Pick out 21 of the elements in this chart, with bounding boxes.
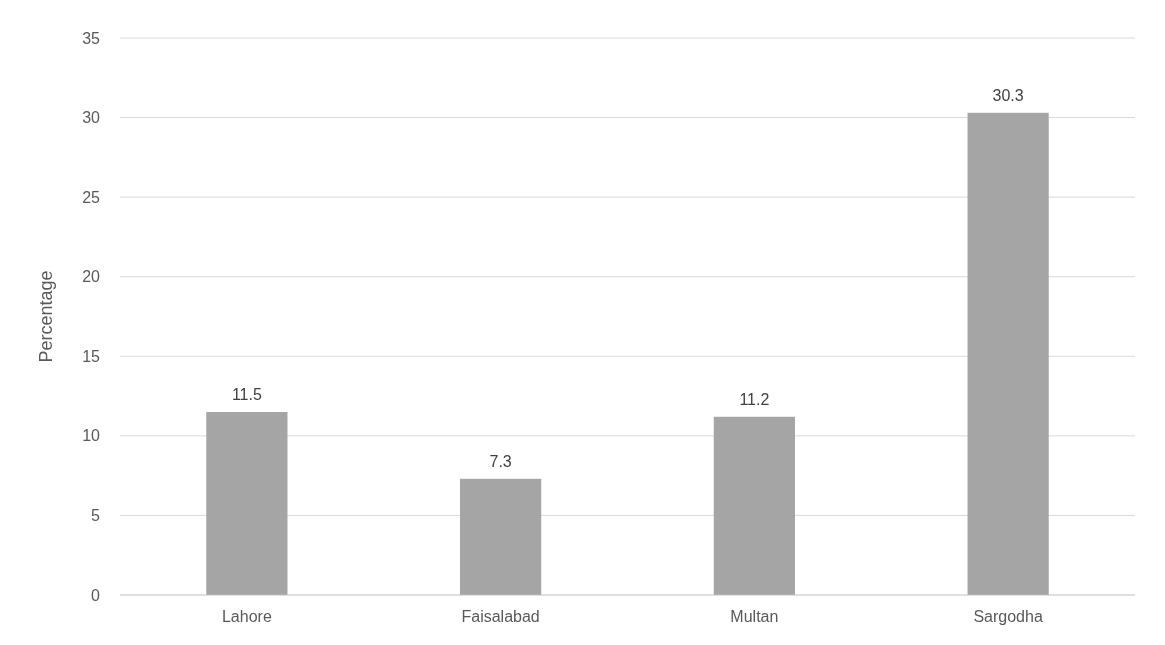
bar xyxy=(967,112,1049,595)
y-tick-label: 15 xyxy=(82,347,101,365)
y-tick-label: 5 xyxy=(91,507,101,525)
y-tick-label: 10 xyxy=(82,427,101,445)
data-label: 11.2 xyxy=(739,390,770,408)
y-tick-label: 35 xyxy=(82,29,101,47)
x-tick-label: Sargodha xyxy=(973,608,1043,625)
y-tick-label: 30 xyxy=(82,109,101,127)
y-axis-title: Percentage xyxy=(36,270,56,363)
y-tick-label: 20 xyxy=(82,268,101,286)
y-tick-label: 25 xyxy=(82,188,101,206)
x-tick-label: Lahore xyxy=(221,608,272,625)
bar xyxy=(713,416,795,595)
data-label: 30.3 xyxy=(992,86,1024,104)
y-tick-label: 0 xyxy=(91,586,101,604)
bar xyxy=(460,478,542,595)
bar xyxy=(206,411,288,595)
x-tick-label: Faisalabad xyxy=(461,608,540,625)
x-tick-label: Multan xyxy=(730,608,779,625)
data-label: 7.3 xyxy=(489,452,512,470)
data-label: 11.5 xyxy=(231,385,262,403)
